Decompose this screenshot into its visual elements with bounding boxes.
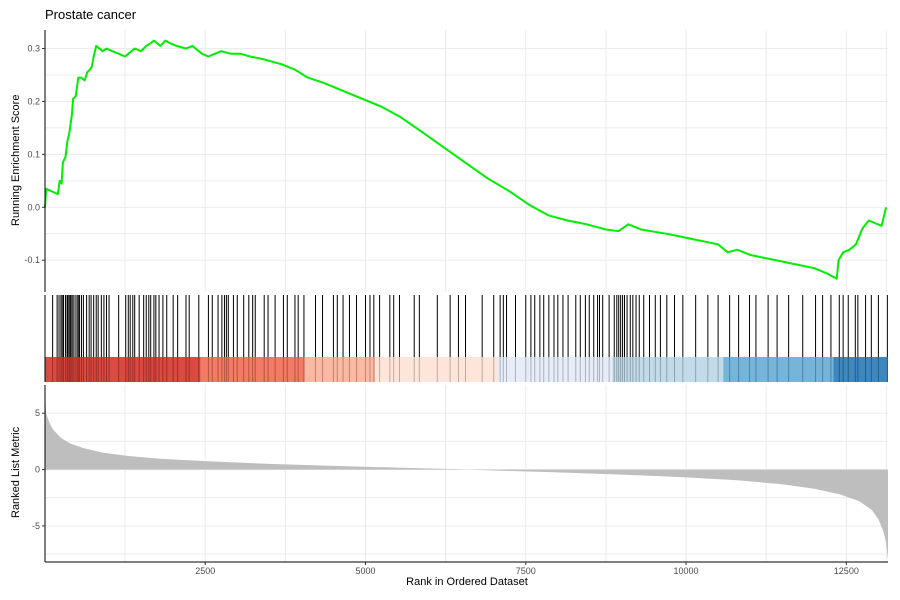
rank-color-band <box>304 357 376 382</box>
running-score-line <box>44 39 888 280</box>
gene-hits-panel <box>45 295 888 382</box>
chart-title: Prostate cancer <box>45 7 137 22</box>
es-y-tick-label: 0.3 <box>27 44 40 54</box>
x-axis-label: Rank in Ordered Dataset <box>406 576 528 588</box>
es-y-tick-label: 0.0 <box>27 202 40 212</box>
x-tick-label: 10000 <box>674 566 699 576</box>
ranked-metric-panel <box>45 392 888 560</box>
rank-color-band <box>497 357 613 382</box>
rank-color-band <box>612 357 724 382</box>
rank-color-band <box>375 357 498 382</box>
rank-color-band <box>200 357 305 382</box>
rank-color-band <box>833 357 888 382</box>
es-y-tick-label: -0.1 <box>24 255 40 265</box>
rank-color-band <box>723 357 834 382</box>
x-tick-label: 7500 <box>516 566 536 576</box>
axes: 0.3 0.2 0.1 0.0 -0.1 5 0 -5 2500 5000 7500 10000 125… <box>24 30 888 576</box>
x-tick-label: 2500 <box>195 566 215 576</box>
metric-y-tick-label: 5 <box>35 408 40 418</box>
rank-color-band <box>45 357 201 382</box>
metric-y-tick-label: 0 <box>35 465 40 475</box>
es-y-tick-label: 0.2 <box>27 96 40 106</box>
metric-y-tick-label: -5 <box>32 521 40 531</box>
es-y-tick-label: 0.1 <box>27 149 40 159</box>
x-tick-label: 5000 <box>355 566 375 576</box>
x-tick-label: 12500 <box>834 566 859 576</box>
running-score-panel <box>44 39 888 280</box>
ranked-metric-area <box>45 392 888 560</box>
